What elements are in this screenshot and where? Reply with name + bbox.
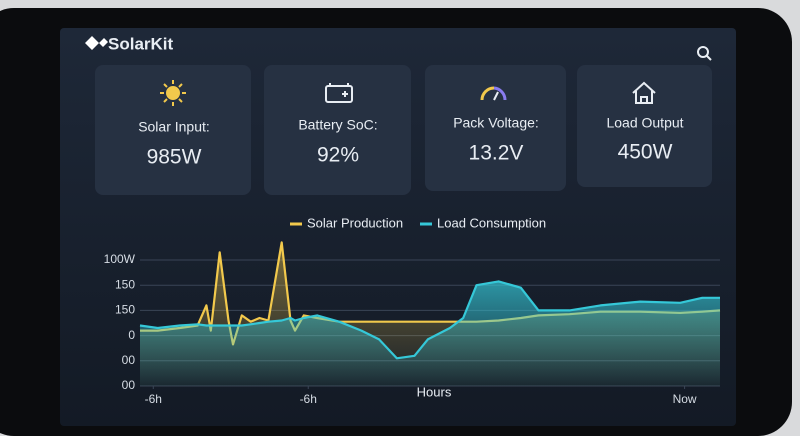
y-tick-label: 00 xyxy=(122,353,136,367)
x-axis-title: Hours xyxy=(417,384,452,399)
card-value: 13.2V xyxy=(469,142,524,165)
brand-name: SolarKit xyxy=(108,34,174,53)
y-tick-label: 00 xyxy=(122,378,136,392)
card xyxy=(95,65,251,195)
card-label: Pack Voltage: xyxy=(453,115,539,131)
gauge-icon xyxy=(480,86,507,101)
card-value: 450W xyxy=(618,141,673,164)
search-button[interactable] xyxy=(697,46,712,61)
x-tick-label: Now xyxy=(673,392,697,406)
y-tick-label: 0 xyxy=(128,328,135,342)
series-line xyxy=(139,280,720,360)
series-area xyxy=(140,281,720,386)
card-label: Solar Input: xyxy=(138,119,210,135)
card xyxy=(577,65,712,187)
y-tick-label: 150 xyxy=(115,277,135,291)
legend-label: Load Consumption xyxy=(437,215,546,230)
card-label: Battery SoC: xyxy=(298,117,377,133)
card xyxy=(264,65,411,195)
brand-logo xyxy=(85,36,108,50)
y-tick-label: 100W xyxy=(104,252,136,266)
card-value: 985W xyxy=(147,146,202,169)
card-value: 92% xyxy=(317,144,359,167)
x-tick-label: -6h xyxy=(145,392,162,406)
legend-label: Solar Production xyxy=(307,215,403,230)
card xyxy=(425,65,566,191)
sun-icon xyxy=(160,80,186,106)
battery-icon xyxy=(325,83,353,103)
y-tick-label: 150 xyxy=(115,303,135,317)
card-label: Load Output xyxy=(606,115,683,131)
house-icon xyxy=(632,81,656,104)
x-tick-label: -6h xyxy=(300,392,317,406)
